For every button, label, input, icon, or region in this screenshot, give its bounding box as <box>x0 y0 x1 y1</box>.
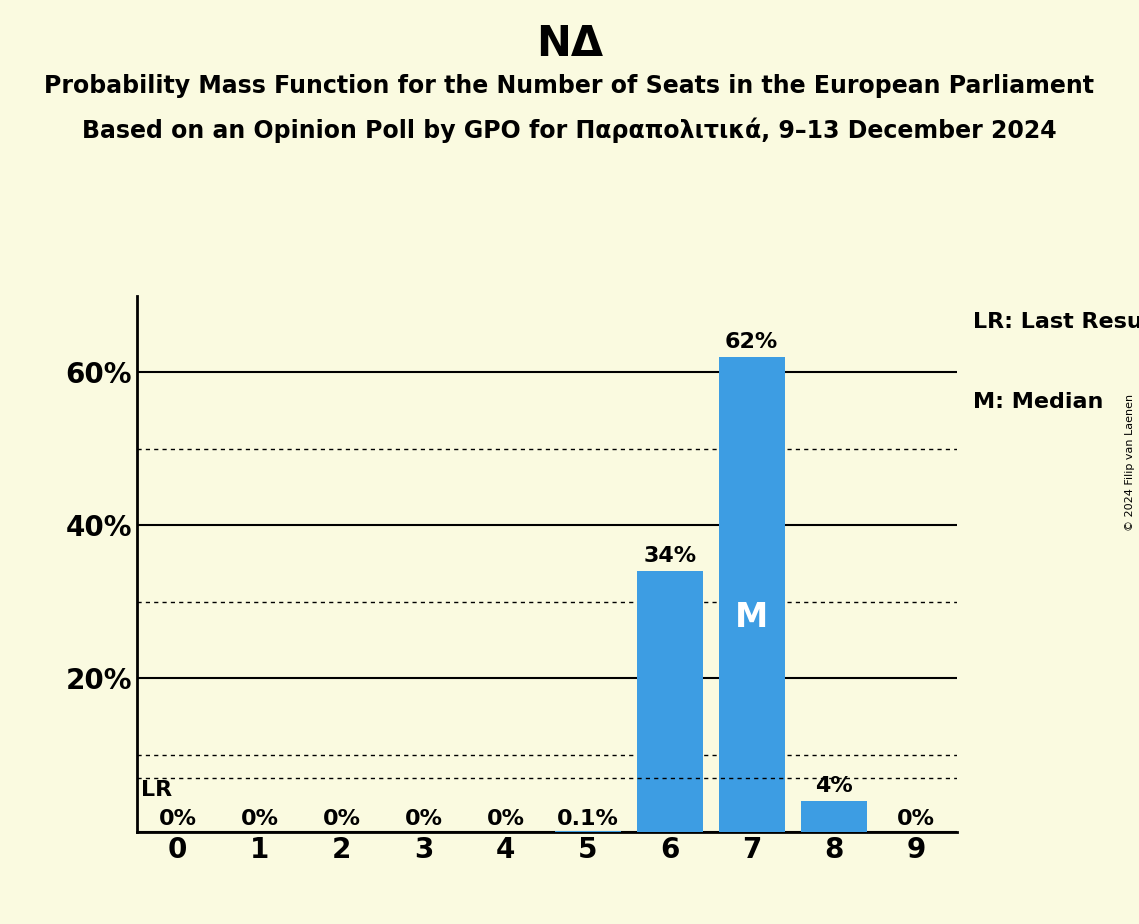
Text: LR: Last Result: LR: Last Result <box>973 311 1139 332</box>
Bar <box>719 357 785 832</box>
Bar <box>637 571 703 832</box>
Text: 62%: 62% <box>726 332 778 351</box>
Text: LR: LR <box>141 780 172 799</box>
Text: 0%: 0% <box>404 808 443 829</box>
Text: 0%: 0% <box>322 808 361 829</box>
Text: 0.1%: 0.1% <box>557 808 618 829</box>
Text: Probability Mass Function for the Number of Seats in the European Parliament: Probability Mass Function for the Number… <box>44 74 1095 98</box>
Text: 0%: 0% <box>896 808 935 829</box>
Text: © 2024 Filip van Laenen: © 2024 Filip van Laenen <box>1125 394 1134 530</box>
Text: 0%: 0% <box>240 808 279 829</box>
Text: Based on an Opinion Poll by GPO for Παραπολιτικά, 9–13 December 2024: Based on an Opinion Poll by GPO for Παρα… <box>82 117 1057 143</box>
Text: 4%: 4% <box>814 775 853 796</box>
Text: 0%: 0% <box>158 808 197 829</box>
Text: NΔ: NΔ <box>536 23 603 65</box>
Text: M: M <box>735 602 769 635</box>
Text: 34%: 34% <box>644 546 696 565</box>
Text: M: Median: M: Median <box>973 392 1104 412</box>
Text: 0%: 0% <box>486 808 525 829</box>
Bar <box>801 801 867 832</box>
